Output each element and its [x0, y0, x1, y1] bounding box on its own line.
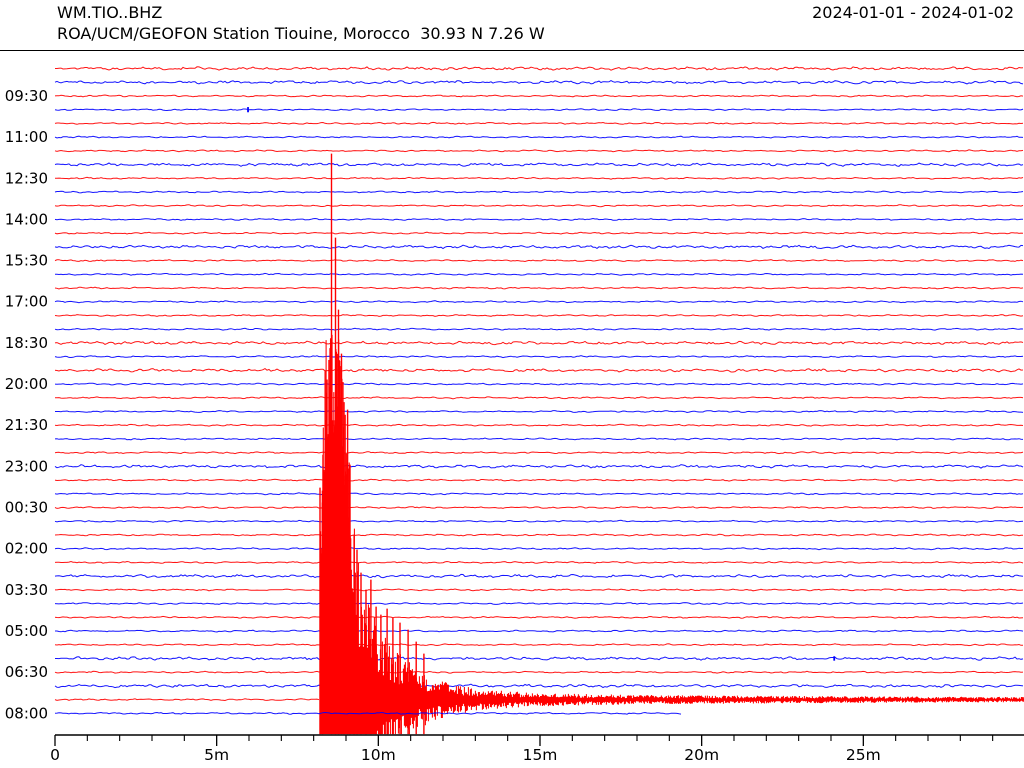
y-time-label: 21:30 — [5, 416, 48, 434]
station-id: WM.TIO..BHZ — [57, 3, 163, 22]
header-divider — [0, 50, 1024, 51]
trace-row — [54, 108, 1024, 112]
y-time-label: 02:00 — [5, 540, 48, 558]
trace-row — [54, 231, 1024, 235]
trace-row — [54, 217, 1023, 221]
x-minor-ticks — [86, 735, 994, 741]
y-time-label: 18:30 — [5, 334, 48, 352]
trace-row — [54, 286, 1024, 290]
x-tick-label: 25m — [846, 746, 881, 764]
trace-row — [54, 162, 1024, 167]
event-spikes — [319, 153, 425, 735]
y-time-label: 05:00 — [5, 622, 48, 640]
header-row: WM.TIO..BHZ 2024-01-01 - 2024-01-02 — [57, 3, 1014, 22]
trace-row — [54, 314, 1024, 317]
trace-row — [54, 560, 1024, 564]
trace-row — [55, 629, 1024, 633]
trace-row — [54, 300, 1024, 304]
trace-row — [54, 602, 1024, 606]
trace-row — [54, 573, 1024, 579]
y-time-label: 12:30 — [5, 169, 48, 187]
trace-row — [55, 656, 1024, 661]
trace-row — [54, 204, 1024, 208]
date-range: 2024-01-01 - 2024-01-02 — [812, 3, 1014, 22]
trace-row — [54, 94, 1024, 98]
trace-row — [54, 149, 1024, 153]
x-axis: 0 5m 10m 15m 20m 25m — [50, 734, 1024, 764]
y-time-label: 08:00 — [5, 704, 48, 722]
trace-row — [54, 519, 1024, 523]
trace-row — [54, 259, 1024, 263]
trace-row — [54, 643, 1023, 647]
trace-row — [54, 368, 1024, 373]
trace-row — [54, 135, 1024, 139]
trace-row — [54, 423, 1024, 427]
x-tick-label: 10m — [361, 746, 396, 764]
y-time-label: 17:00 — [5, 293, 48, 311]
trace-row — [54, 327, 1024, 331]
y-time-label: 15:30 — [5, 252, 48, 270]
trace-row — [54, 683, 1024, 689]
trace-row — [55, 588, 1024, 592]
y-time-label: 06:30 — [5, 663, 48, 681]
trace-row — [54, 547, 1024, 551]
trace-row — [54, 492, 1024, 496]
y-axis: 09:30 11:00 12:30 14:00 15:30 17:00 18:30 20:00… — [5, 87, 48, 722]
trace-row — [55, 176, 1024, 180]
trace-row — [54, 121, 1024, 125]
trace-row — [54, 396, 1024, 400]
trace-row — [54, 615, 1024, 619]
x-tick-label: 15m — [523, 746, 558, 764]
trace-row — [54, 533, 1023, 537]
x-tick-label: 5m — [204, 746, 229, 764]
trace-row — [54, 506, 1024, 510]
trace-row — [54, 272, 1024, 276]
trace-row — [55, 66, 1024, 71]
trace-row — [54, 355, 1024, 359]
trace-row — [54, 382, 1024, 386]
y-time-label: 03:30 — [5, 581, 48, 599]
trace-row — [54, 340, 1024, 346]
trace-row — [54, 80, 1024, 85]
trace-row — [54, 464, 1024, 469]
trace-row — [54, 451, 1024, 455]
x-tick-label: 0 — [50, 746, 60, 764]
trace-row — [55, 409, 1024, 414]
trace-row — [54, 437, 1024, 441]
trace-row — [54, 711, 682, 715]
trace-row — [54, 670, 1024, 674]
event-pre-noise — [54, 698, 320, 702]
y-time-label: 00:30 — [5, 499, 48, 517]
trace-row — [54, 478, 1024, 482]
x-major-ticks — [54, 735, 864, 746]
trace-row — [54, 190, 1024, 194]
y-time-label: 11:00 — [5, 128, 48, 146]
trace-row — [54, 244, 1024, 250]
y-time-label: 09:30 — [5, 87, 48, 105]
y-time-label: 23:00 — [5, 457, 48, 475]
x-tick-label: 20m — [684, 746, 719, 764]
y-time-label: 20:00 — [5, 375, 48, 393]
y-time-label: 14:00 — [5, 210, 48, 228]
station-description: ROA/UCM/GEOFON Station Tiouine, Morocco … — [57, 24, 545, 43]
